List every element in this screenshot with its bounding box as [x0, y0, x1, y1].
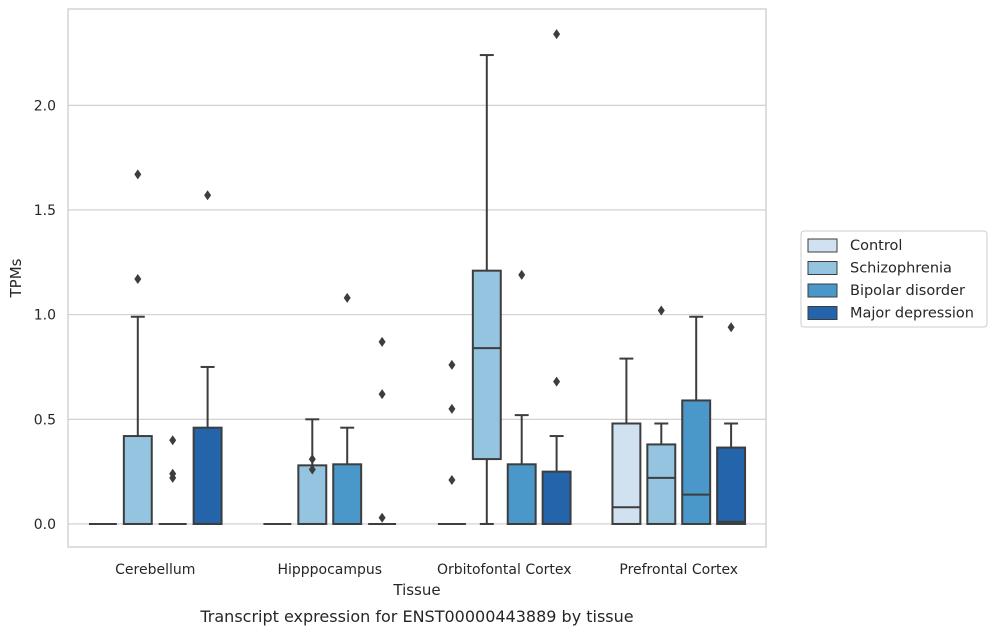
outlier-point: [553, 29, 561, 40]
box-iqr: [471, 269, 502, 461]
box-iqr: [122, 435, 153, 525]
category-group: [437, 29, 572, 525]
outlier-point: [169, 468, 177, 479]
outlier-point: [308, 464, 316, 475]
legend-frame: [800, 230, 988, 328]
x-tick-label: Cerebellum: [115, 562, 195, 578]
legend-label: Bipolar disorder: [850, 283, 965, 299]
box-groups: [88, 29, 747, 525]
outlier-point: [448, 359, 456, 370]
legend-item: Bipolar disorder: [807, 283, 965, 299]
series-box-group: [158, 435, 187, 525]
series-box-group: [646, 305, 677, 525]
outlier-point: [204, 190, 212, 201]
x-tick-label: Orbitofontal Cortex: [437, 562, 572, 578]
legend-label: Schizophrenia: [850, 261, 952, 277]
box-iqr: [716, 446, 747, 525]
legend: Control Schizophrenia Bipolar disorder Majo…: [800, 230, 988, 328]
box-iqr: [506, 463, 537, 525]
box-iqr: [192, 426, 223, 525]
series-box-group: [506, 269, 537, 525]
legend-swatch: [807, 306, 838, 320]
outlier-point: [378, 336, 386, 347]
outlier-point: [169, 435, 177, 446]
series-box-group: [122, 169, 153, 525]
legend-item: Major depression: [807, 306, 974, 322]
series-box-group: [297, 418, 328, 525]
legend-label: Control: [850, 238, 902, 254]
category-group: [611, 305, 747, 525]
outlier-point: [378, 389, 386, 400]
outlier-point: [343, 292, 351, 303]
x-tick-labels: Cerebellum Hipppocampus Orbitofontal Corte…: [115, 562, 738, 578]
outlier-point: [308, 454, 316, 465]
legend-item: Schizophrenia: [807, 261, 952, 277]
legend-items: Control Schizophrenia Bipolar disorder Majo…: [807, 238, 974, 322]
outlier-point: [553, 376, 561, 387]
legend-label: Major depression: [850, 306, 974, 322]
y-tick-label: 1.5: [34, 203, 56, 219]
outlier-point: [448, 475, 456, 486]
series-box-group: [471, 54, 502, 525]
y-tick-label: 2.0: [34, 98, 56, 114]
x-axis-label: Tissue: [392, 581, 440, 599]
y-tick-labels: 0.0 0.5 1.0 1.5 2.0: [34, 98, 56, 533]
box-iqr: [681, 399, 712, 525]
series-box-group: [368, 336, 397, 525]
x-tick-label: Hipppocampus: [277, 562, 382, 578]
outlier-point: [378, 512, 386, 523]
box-iqr: [646, 443, 677, 525]
outlier-point: [134, 274, 142, 285]
legend-swatch: [807, 261, 838, 275]
box-iqr: [611, 422, 642, 525]
series-box-group: [437, 359, 466, 525]
series-box-group: [192, 190, 223, 525]
outlier-point: [657, 305, 665, 316]
box-iqr: [541, 470, 572, 525]
series-box-group: [716, 322, 747, 525]
box-iqr: [297, 464, 328, 525]
plot-frame: [67, 8, 767, 548]
outlier-point: [727, 322, 735, 333]
y-tick-label: 0.0: [34, 517, 56, 533]
x-tick-label: Prefrontal Cortex: [619, 562, 738, 578]
y-tick-label: 0.5: [34, 412, 56, 428]
category-group: [263, 292, 397, 525]
outlier-point: [134, 169, 142, 180]
series-box-group: [332, 292, 363, 525]
series-box-group: [541, 29, 572, 525]
outlier-point: [448, 403, 456, 414]
legend-swatch: [807, 283, 838, 298]
series-box-group: [681, 315, 712, 525]
series-box-group: [611, 357, 642, 525]
y-tick-label: 1.0: [34, 308, 56, 324]
box-iqr: [332, 463, 363, 525]
category-group: [88, 169, 223, 525]
y-axis-label: TPMs: [7, 258, 25, 298]
legend-item: Control: [807, 238, 902, 254]
chart-caption: Transcript expression for ENST0000044388…: [199, 607, 633, 626]
legend-swatch: [807, 238, 838, 253]
outlier-point: [518, 269, 526, 280]
